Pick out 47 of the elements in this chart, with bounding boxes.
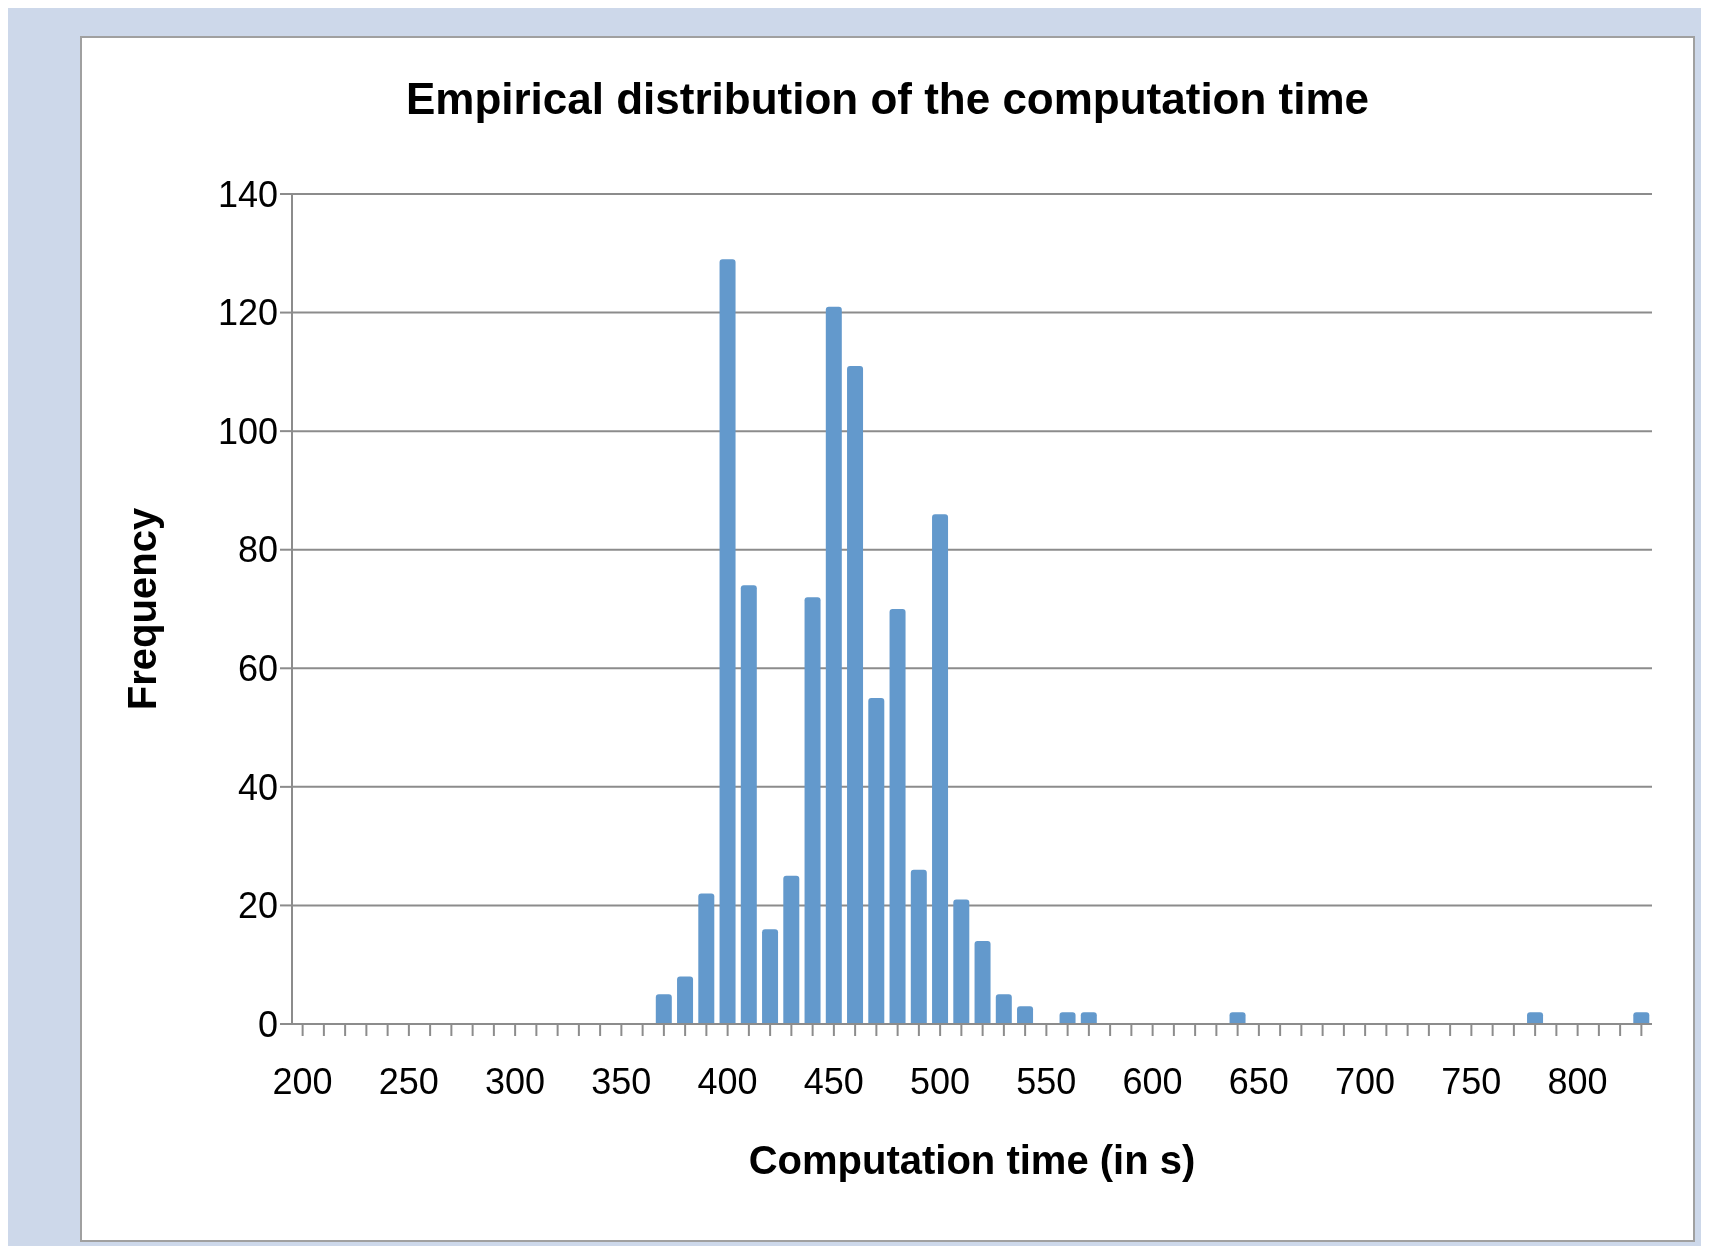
x-tick-label: 450 [803,1060,864,1102]
bar [1059,1012,1076,1024]
bar [740,585,757,1024]
bar [783,875,800,1024]
y-tick-label: 60 [237,648,278,690]
x-tick-label: 550 [1016,1060,1077,1102]
bar [847,365,864,1024]
bar [1229,1012,1246,1024]
x-tick-label: 650 [1228,1060,1289,1102]
y-tick-label: 140 [217,173,278,215]
bar [974,941,991,1024]
bar [932,514,949,1024]
y-tick-label: 0 [257,1003,278,1045]
y-tick-label: 20 [237,885,278,927]
x-tick-label: 700 [1335,1060,1396,1102]
y-tick-label: 100 [217,410,278,452]
bar [1080,1012,1097,1024]
x-tick-label: 200 [272,1060,333,1102]
bar [655,994,672,1024]
x-tick-label: 800 [1547,1060,1608,1102]
x-tick-label: 750 [1441,1060,1502,1102]
bar [1633,1012,1650,1024]
bar [953,899,970,1024]
bar [762,929,779,1024]
x-axis-title: Computation time (in s) [748,1138,1196,1182]
x-tick-label: 350 [591,1060,652,1102]
bar [825,306,842,1024]
x-tick-label: 400 [697,1060,758,1102]
y-axis-title: Frequency [120,507,165,711]
x-tick-label: 500 [910,1060,971,1102]
bar [677,976,694,1024]
bar [910,869,927,1024]
chart-title: Empirical distribution of the computation time [404,74,1371,125]
bar [1527,1012,1544,1024]
bar [719,259,736,1024]
y-tick-label: 80 [237,529,278,571]
x-tick-label: 300 [485,1060,546,1102]
x-tick-label: 600 [1122,1060,1183,1102]
bar [868,697,885,1024]
y-tick-label: 120 [217,292,278,334]
bar [889,609,906,1024]
bar [804,597,821,1024]
bar [698,893,715,1024]
y-tick-label: 40 [237,766,278,808]
x-tick-label: 250 [378,1060,439,1102]
bar [1017,1006,1034,1024]
bar [995,994,1012,1024]
